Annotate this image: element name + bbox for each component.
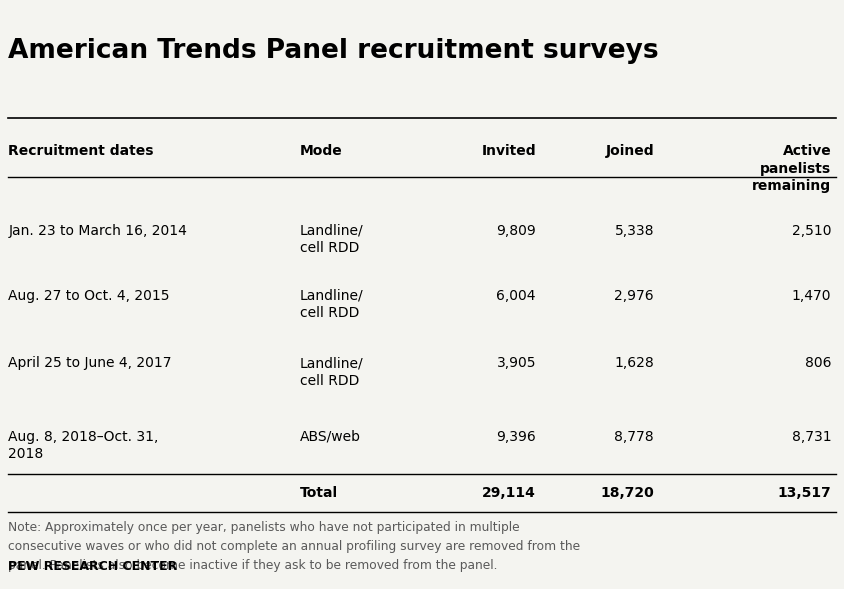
Text: Landline/
cell RDD: Landline/ cell RDD	[300, 224, 363, 255]
Text: 8,731: 8,731	[792, 430, 831, 444]
Text: 3,905: 3,905	[496, 356, 536, 370]
Text: 8,778: 8,778	[614, 430, 654, 444]
Text: 1,470: 1,470	[792, 289, 831, 303]
Text: PEW RESEARCH CENTER: PEW RESEARCH CENTER	[8, 560, 178, 573]
Text: Recruitment dates: Recruitment dates	[8, 144, 154, 158]
Text: 9,809: 9,809	[496, 224, 536, 238]
Text: Aug. 27 to Oct. 4, 2015: Aug. 27 to Oct. 4, 2015	[8, 289, 170, 303]
Text: 6,004: 6,004	[496, 289, 536, 303]
Text: 1,628: 1,628	[614, 356, 654, 370]
Text: 13,517: 13,517	[777, 486, 831, 500]
Text: Landline/
cell RDD: Landline/ cell RDD	[300, 289, 363, 320]
Text: Note: Approximately once per year, panelists who have not participated in multip: Note: Approximately once per year, panel…	[8, 521, 581, 573]
Text: 9,396: 9,396	[496, 430, 536, 444]
Text: Mode: Mode	[300, 144, 343, 158]
Text: 18,720: 18,720	[600, 486, 654, 500]
Text: American Trends Panel recruitment surveys: American Trends Panel recruitment survey…	[8, 38, 659, 64]
Text: Landline/
cell RDD: Landline/ cell RDD	[300, 356, 363, 388]
Text: ABS/web: ABS/web	[300, 430, 360, 444]
Text: Aug. 8, 2018–Oct. 31,
2018: Aug. 8, 2018–Oct. 31, 2018	[8, 430, 159, 461]
Text: 2,976: 2,976	[614, 289, 654, 303]
Text: Active
panelists
remaining: Active panelists remaining	[752, 144, 831, 193]
Text: Invited: Invited	[481, 144, 536, 158]
Text: 29,114: 29,114	[482, 486, 536, 500]
Text: April 25 to June 4, 2017: April 25 to June 4, 2017	[8, 356, 172, 370]
Text: 5,338: 5,338	[614, 224, 654, 238]
Text: 806: 806	[805, 356, 831, 370]
Text: Jan. 23 to March 16, 2014: Jan. 23 to March 16, 2014	[8, 224, 187, 238]
Text: 2,510: 2,510	[792, 224, 831, 238]
Text: Joined: Joined	[605, 144, 654, 158]
Text: Total: Total	[300, 486, 338, 500]
